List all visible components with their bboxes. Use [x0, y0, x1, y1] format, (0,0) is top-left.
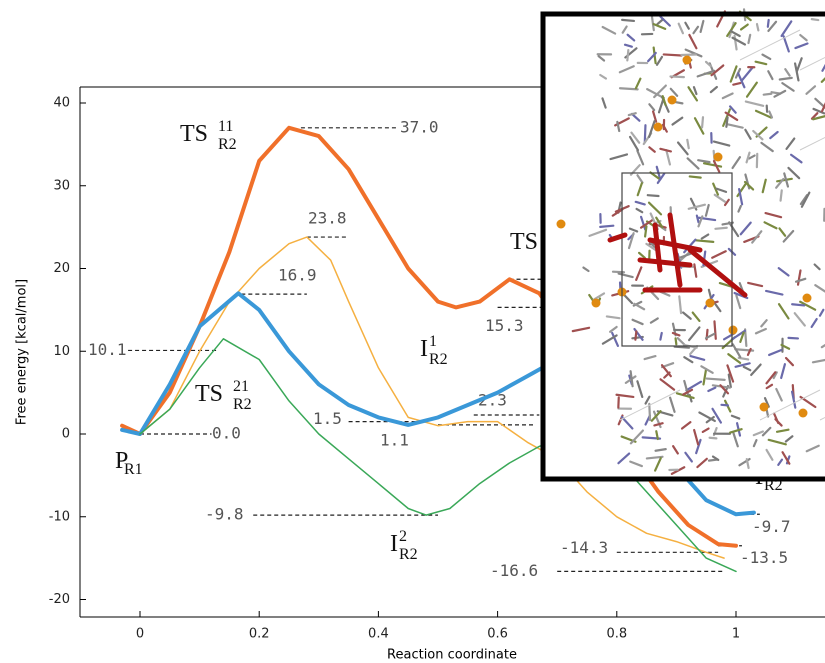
- energy-label: 23.8: [308, 209, 347, 228]
- energy-label: 15.3: [485, 316, 524, 335]
- bond: [664, 54, 682, 55]
- bond: [635, 332, 636, 340]
- bond: [675, 347, 689, 348]
- bond: [812, 19, 819, 20]
- bond: [622, 20, 634, 21]
- energy-label: 1.1: [380, 430, 409, 449]
- energy-label: -9.7: [752, 517, 791, 536]
- bond: [715, 228, 726, 229]
- bond: [696, 240, 713, 242]
- ion: [668, 96, 677, 105]
- y-tick-label: 0: [62, 427, 70, 442]
- y-axis-label: Free energy [kcal/mol]: [15, 279, 30, 425]
- bond: [702, 117, 703, 127]
- y-tick-label: 10: [53, 344, 70, 359]
- x-tick-label: 0.2: [249, 627, 270, 642]
- energy-label: 0.0: [212, 424, 241, 443]
- energy-label: -16.6: [490, 561, 538, 580]
- bond: [660, 333, 661, 340]
- y-tick-label: 30: [53, 178, 70, 193]
- ion: [706, 299, 715, 308]
- state-sub: R1: [124, 461, 143, 478]
- x-tick-label: 0: [136, 627, 144, 642]
- chart: Reaction coordinate Free energy [kcal/mo…: [0, 0, 825, 663]
- y-tick-label: -10: [49, 509, 70, 524]
- energy-label: -14.3: [560, 538, 608, 557]
- energy-label: 16.9: [278, 266, 317, 285]
- state-sub: R2: [233, 396, 252, 413]
- ion: [803, 294, 812, 303]
- bond: [714, 321, 715, 338]
- energy-label: 10.1: [88, 340, 127, 359]
- inset-image: [543, 9, 825, 479]
- bond: [649, 404, 650, 420]
- ion: [714, 153, 723, 162]
- state-sup: 21: [233, 378, 249, 395]
- energy-label: -13.5: [740, 548, 788, 567]
- bond: [690, 176, 701, 177]
- bond: [726, 117, 727, 126]
- state-sup: 11: [218, 118, 233, 135]
- bond: [710, 438, 717, 439]
- state-sub: R2: [399, 546, 418, 563]
- ion: [557, 220, 566, 229]
- state-name: TS: [195, 381, 223, 407]
- x-tick-label: 0.4: [368, 627, 389, 642]
- bond: [788, 338, 797, 339]
- state-sup: 2: [399, 528, 407, 545]
- energy-label: 1.5: [313, 409, 342, 428]
- bond: [757, 24, 758, 30]
- y-tick-label: 20: [53, 261, 70, 276]
- bond: [627, 50, 628, 60]
- y-tick-label: -20: [49, 592, 70, 607]
- bond: [645, 226, 646, 236]
- bond: [707, 379, 725, 380]
- bond: [721, 405, 727, 406]
- state-sup: 1: [429, 333, 437, 350]
- state-name: TS: [180, 121, 208, 147]
- state-name: TS: [510, 229, 538, 255]
- state-sub: R2: [429, 351, 448, 368]
- ion: [683, 56, 692, 65]
- bond: [781, 190, 782, 200]
- ion: [654, 123, 663, 132]
- x-tick-label: 0.6: [487, 627, 508, 642]
- state-sub: R2: [218, 136, 237, 153]
- bond: [792, 304, 804, 305]
- y-tick-label: 40: [53, 96, 70, 111]
- bond: [687, 140, 688, 148]
- bond: [764, 94, 772, 95]
- bond: [656, 431, 658, 439]
- bond: [768, 20, 769, 27]
- state-label: PR1: [115, 448, 143, 478]
- ion: [799, 409, 808, 418]
- state-name: I: [390, 531, 398, 557]
- x-tick-label: 0.8: [606, 627, 627, 642]
- bond: [675, 102, 682, 103]
- bond: [648, 195, 659, 196]
- energy-label: 37.0: [400, 117, 439, 136]
- bond: [676, 338, 677, 344]
- energy-label: -9.8: [205, 505, 244, 524]
- bond: [670, 76, 683, 77]
- ion: [729, 326, 738, 335]
- state-name: I: [420, 336, 428, 362]
- state-label: TS 21R2: [195, 378, 252, 413]
- x-tick-label: 1: [732, 627, 740, 642]
- x-axis-label: Reaction coordinate: [387, 648, 517, 663]
- ion: [760, 403, 769, 412]
- bond: [600, 226, 613, 227]
- state-label: I2R2: [390, 528, 418, 563]
- ion: [592, 299, 601, 308]
